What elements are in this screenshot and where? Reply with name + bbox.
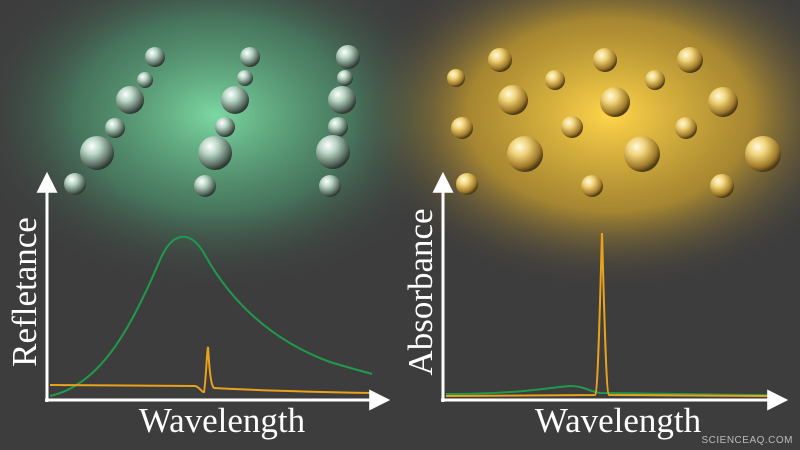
nanosphere (194, 175, 216, 197)
nanosphere (64, 173, 86, 195)
y-axis-label: Refletance (5, 217, 44, 367)
nanosphere (600, 87, 630, 117)
nanosphere (116, 86, 144, 114)
nanosphere (488, 48, 512, 72)
nanosphere (624, 136, 660, 172)
nanosphere (545, 70, 565, 90)
nanosphere (221, 86, 249, 114)
x-axis-label: Wavelength (139, 401, 306, 440)
nanosphere (137, 72, 153, 88)
reflectance-gold-curve (49, 346, 373, 394)
nanosphere (316, 135, 350, 169)
nanosphere (337, 70, 353, 86)
reflectance-green-curve (49, 235, 373, 397)
nanosphere (215, 117, 235, 137)
nanosphere (507, 136, 543, 172)
nanosphere (708, 87, 738, 117)
nanosphere (80, 136, 114, 170)
nanosphere (498, 85, 528, 115)
nanosphere (561, 116, 583, 138)
nanosphere (447, 69, 465, 87)
nanosphere (456, 173, 478, 195)
nanosphere (328, 86, 356, 114)
absorbance-gold-curve (445, 232, 771, 397)
nanosphere (198, 136, 232, 170)
nanosphere (145, 47, 165, 67)
nanosphere (593, 48, 617, 72)
spheres (64, 45, 781, 198)
y-axis-label: Absorbance (401, 208, 440, 375)
nanosphere (645, 70, 665, 90)
nanosphere (328, 117, 348, 137)
nanosphere (105, 118, 125, 138)
nanosphere (675, 117, 697, 139)
nanosphere (710, 174, 734, 198)
x-axis-label: Wavelength (535, 401, 702, 440)
absorbance-green-curve (445, 384, 771, 396)
nanosphere (336, 45, 360, 69)
nanosphere (240, 47, 260, 67)
nanosphere (319, 175, 341, 197)
nanosphere (745, 136, 781, 172)
watermark: SCIENCEAQ.COM (701, 435, 793, 446)
nanosphere (581, 175, 603, 197)
nanosphere (237, 70, 253, 86)
nanosphere (677, 47, 703, 73)
nanosphere (451, 117, 473, 139)
